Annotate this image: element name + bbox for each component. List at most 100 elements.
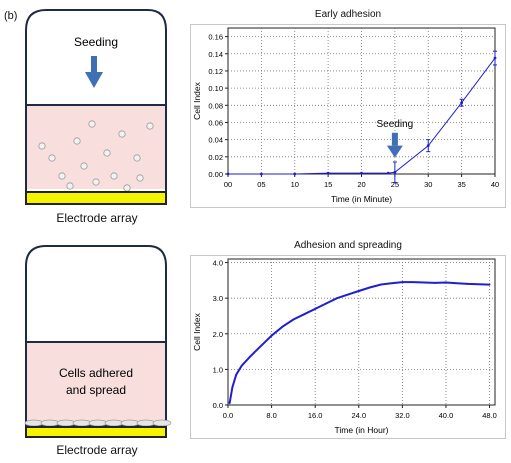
chart2-data-point — [401, 281, 404, 284]
chart2-data-point — [325, 302, 327, 305]
chart2-data-point — [259, 345, 262, 348]
chart2-data-point — [346, 293, 349, 296]
chart2-x-tick-label: 40.0 — [439, 411, 454, 420]
chart1-x-tick-label: 25 — [391, 180, 399, 189]
chart2-data-point — [423, 281, 426, 284]
chart2-x-axis-label: Time (in Hour) — [335, 425, 389, 435]
electrode-array — [25, 426, 167, 438]
cells-label-line2: and spread — [66, 383, 126, 397]
spread-cell — [152, 419, 172, 427]
chart2-y-axis-label: Cell Index — [192, 312, 202, 351]
cells-label-line1: Cells adhered — [59, 366, 133, 380]
chart2-data-point — [292, 318, 295, 321]
chart2-plot-area — [227, 258, 496, 406]
chart2-x-tick-label: 24.0 — [351, 411, 366, 420]
top-well-illustration: Seeding — [25, 9, 167, 205]
chart2-x-tick-label: 0.0 — [223, 411, 233, 420]
cell — [110, 172, 118, 180]
chart2-title: Adhesion and spreading — [294, 240, 402, 251]
chart1-x-axis-label: Time (in Minute) — [331, 194, 392, 204]
chart1-title: Early adhesion — [314, 9, 382, 20]
chart1-data-point — [226, 172, 230, 176]
chart2-data-point — [488, 283, 491, 286]
chart1-y-tick-label: 0.02 — [208, 153, 223, 162]
spread-cell — [40, 419, 60, 427]
spread-cell — [72, 419, 92, 427]
chart2-data-point — [466, 283, 469, 285]
chart2-data-point — [235, 373, 238, 376]
chart1-annotation-arrow-head — [386, 145, 403, 158]
chart1-x-tick-label: 20 — [357, 180, 365, 189]
chart1-y-tick-label: 0.04 — [208, 136, 223, 145]
chart2-data-point — [357, 290, 360, 292]
chart2-x-tick-label: 32.0 — [395, 411, 410, 420]
cell — [58, 172, 66, 180]
cell — [38, 142, 46, 150]
bottom-well-caption: Electrode array — [56, 443, 138, 457]
chart1-y-tick-label: 0.00 — [208, 170, 223, 179]
cell — [88, 120, 96, 128]
chart1-annotation-arrow-shaft — [391, 132, 398, 146]
chart2-y-tick-label: 3.0 — [213, 294, 223, 303]
top-well-outline — [25, 9, 167, 193]
spread-cell — [104, 419, 124, 427]
chart1-data-point — [259, 172, 263, 176]
chart1-y-axis-label: Cell Index — [192, 81, 202, 120]
chart1-series-line — [228, 57, 496, 175]
cell — [66, 182, 74, 190]
chart1-annotation-arrow-icon — [386, 132, 403, 158]
chart1-y-tick-label: 0.12 — [208, 67, 223, 76]
cell — [80, 162, 88, 170]
bottom-well-outline — [25, 245, 167, 427]
adhesion-spreading-chart: 0.0 8.0 16.0 24.0 32.0 40.0 48.0 0.0 1.0 2.0 3.0 4.… — [190, 255, 506, 439]
cell — [48, 154, 56, 162]
chart2-data-point — [434, 281, 436, 284]
chart1-x-tick-label: 40 — [491, 180, 499, 189]
cell — [133, 154, 141, 162]
chart2-y-tick-label: 2.0 — [213, 330, 223, 339]
spread-cell — [56, 419, 76, 427]
chart1-x-tick-label: 10 — [291, 180, 299, 189]
top-well-medium — [26, 105, 166, 189]
cell — [136, 174, 144, 182]
chart2-x-tick-label: 8.0 — [266, 411, 276, 420]
chart1-y-tick-label: 0.08 — [208, 101, 223, 110]
chart2-data-point — [368, 286, 371, 289]
chart2-data-point — [390, 282, 393, 285]
chart1-x-tick-label: 00 — [224, 180, 232, 189]
bottom-well-medium — [26, 342, 166, 426]
chart2-data-point — [303, 313, 306, 316]
chart1-y-tick-label: 0.16 — [208, 33, 223, 42]
chart1-data-point — [386, 171, 390, 175]
chart2-y-tick-label: 0.0 — [213, 401, 223, 410]
chart2-data-point — [412, 281, 415, 284]
chart2-data-point — [270, 334, 273, 337]
chart2-data-point — [455, 282, 458, 285]
chart2-data-point — [477, 283, 480, 286]
spread-cell — [88, 419, 108, 427]
spread-cell-layer — [24, 419, 172, 427]
cell — [146, 122, 154, 130]
cell — [73, 137, 81, 145]
down-arrow-icon — [85, 56, 103, 88]
chart2-data-point — [445, 281, 447, 284]
chart2-data-point — [314, 307, 317, 310]
spread-cell — [136, 419, 156, 427]
chart1-x-tick-label: 05 — [257, 180, 265, 189]
chart2-data-point — [240, 364, 243, 367]
spread-cell — [24, 419, 44, 427]
chart1-x-tick-label: 35 — [457, 180, 465, 189]
chart1-annotation-label: Seeding — [377, 119, 414, 130]
chart1-y-tick-label: 0.06 — [208, 118, 223, 127]
chart2-x-tick-label: 48.0 — [482, 411, 497, 420]
cell — [123, 184, 131, 192]
top-well-caption: Electrode array — [56, 211, 138, 225]
chart2-y-tick-label: 1.0 — [213, 365, 223, 374]
panel-label: (b) — [4, 10, 18, 22]
cell — [103, 149, 111, 157]
chart1-y-tick-label: 0.10 — [208, 84, 223, 93]
chart1-x-tick-label: 30 — [424, 180, 432, 189]
chart1-data-point — [360, 171, 363, 175]
spread-cell — [120, 419, 140, 427]
suspended-cells — [38, 120, 154, 192]
